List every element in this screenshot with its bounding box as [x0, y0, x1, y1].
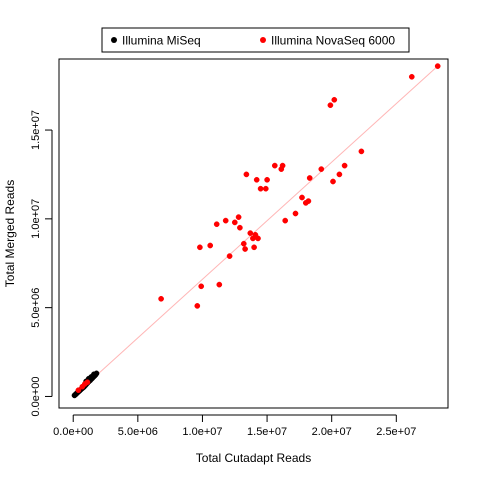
legend-label-novaseq: Illumina NovaSeq 6000 [271, 34, 395, 48]
data-point-series-1-7 [197, 244, 203, 251]
data-point-series-1-10 [213, 221, 220, 228]
data-point-series-1-40 [330, 178, 336, 185]
legend-marker-miseq [111, 37, 117, 43]
data-point-series-1-11 [222, 217, 229, 224]
data-point-series-1-13 [231, 219, 238, 226]
data-point-series-1-30 [279, 162, 286, 169]
data-point-series-1-31 [282, 217, 289, 224]
data-point-series-1-44 [408, 73, 415, 80]
data-points [71, 63, 441, 399]
data-point-series-1-9 [216, 281, 223, 288]
x-tick-label-2: 1.0e+07 [182, 426, 222, 438]
data-point-series-1-5 [194, 303, 201, 309]
data-point-series-1-17 [242, 246, 248, 252]
data-point-series-1-28 [271, 162, 278, 169]
data-point-series-1-33 [299, 194, 305, 201]
data-point-series-1-21 [251, 244, 257, 251]
x-tick-label-3: 1.5e+07 [247, 426, 287, 438]
data-point-series-1-32 [292, 210, 299, 217]
legend: Illumina MiSeq Illumina NovaSeq 6000 [101, 27, 410, 53]
legend-box [101, 27, 410, 53]
data-point-series-1-45 [434, 63, 441, 69]
data-point-series-1-16 [240, 240, 247, 247]
data-point-series-1-19 [247, 230, 254, 236]
y-tick-label-0: 0.0e+00 [30, 376, 42, 416]
data-point-series-1-38 [327, 102, 334, 109]
data-point-series-1-25 [257, 185, 264, 192]
data-point-series-1-39 [331, 96, 338, 103]
data-point-series-1-36 [306, 175, 313, 181]
data-point-series-1-4 [158, 295, 164, 302]
y-tick-label-3: 1.5e+07 [30, 110, 42, 150]
data-point-series-1-15 [237, 224, 243, 231]
data-point-series-0-35 [93, 370, 100, 377]
x-tick-label-5: 2.5e+07 [376, 426, 416, 438]
x-axis: 0.0e+00 5.0e+06 1.0e+07 1.5e+07 2.0e+07 2.5e+… [53, 414, 416, 438]
data-point-series-1-37 [318, 166, 325, 172]
legend-marker-novaseq [260, 37, 266, 43]
data-point-series-1-35 [305, 198, 312, 204]
data-point-series-1-14 [235, 214, 242, 220]
x-axis-label: Total Cutadapt Reads [196, 451, 311, 465]
data-point-series-1-8 [207, 242, 214, 249]
x-tick-label-0: 0.0e+00 [53, 426, 93, 438]
data-point-series-1-43 [358, 148, 365, 155]
data-point-series-1-26 [262, 185, 269, 192]
data-point-series-1-41 [336, 171, 343, 178]
x-tick-label-1: 5.0e+06 [118, 426, 158, 438]
y-tick-label-2: 1.0e+07 [30, 199, 42, 239]
data-point-series-1-27 [264, 176, 270, 183]
data-point-series-1-3 [84, 379, 91, 386]
data-point-series-1-23 [253, 176, 260, 183]
legend-label-miseq: Illumina MiSeq [122, 34, 201, 48]
x-tick-label-4: 2.0e+07 [312, 426, 352, 438]
data-point-series-1-18 [243, 171, 250, 178]
data-point-series-1-24 [255, 235, 261, 242]
data-point-series-1-42 [341, 162, 348, 169]
data-point-series-1-0 [75, 387, 82, 394]
plot-frame [58, 58, 449, 409]
fit-line [72, 65, 438, 397]
y-axis-label: Total Merged Reads [3, 180, 17, 287]
y-axis: 0.0e+00 5.0e+06 1.0e+07 1.5e+07 [30, 110, 53, 417]
data-point-series-1-12 [226, 253, 233, 259]
data-point-series-1-6 [198, 283, 205, 290]
y-tick-label-1: 5.0e+06 [30, 288, 42, 328]
